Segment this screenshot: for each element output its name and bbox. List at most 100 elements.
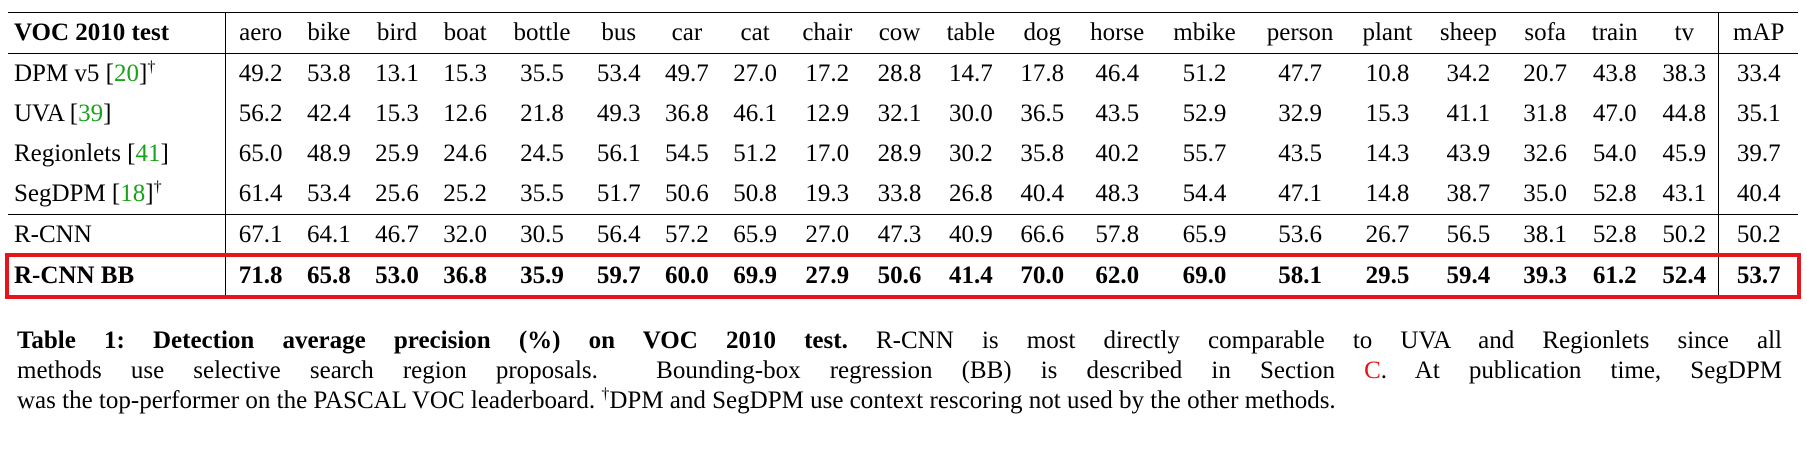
value-cell: 25.2 xyxy=(443,180,487,207)
value-cell: 61.2 xyxy=(1579,255,1651,296)
column-header: sofa xyxy=(1511,12,1580,54)
results-table: VOC 2010 test aero bike bird boat bottle bus ca… xyxy=(5,12,1801,299)
value-cell: 13.1 xyxy=(375,60,419,87)
value-cell: 19.3 xyxy=(805,180,850,207)
value-cell: 51.2 xyxy=(733,140,777,167)
value-cell: 33.4 xyxy=(1718,53,1798,94)
value-cell: 38.1 xyxy=(1511,214,1580,256)
text-run: SegDPM [ xyxy=(14,180,121,207)
superscript: † xyxy=(601,385,610,403)
value-cell: 25.9 xyxy=(375,140,419,167)
value-cell: 67.1 xyxy=(225,214,295,256)
value-cell: 47.0 xyxy=(1592,100,1637,127)
column-header: table xyxy=(933,12,1009,54)
text-run: was the top-performer on the PASCAL VOC … xyxy=(17,387,602,414)
column-header: bus xyxy=(584,12,653,54)
text-run: DPM and SegDPM use context rescoring not… xyxy=(609,387,1336,414)
value-cell: 26.7 xyxy=(1349,214,1426,256)
value-cell: 40.4 xyxy=(1718,174,1798,215)
value-cell: 40.9 xyxy=(933,214,1009,256)
value-cell: 65.8 xyxy=(294,255,363,296)
value-cell: 44.8 xyxy=(1662,100,1707,127)
value-cell: 65.0 xyxy=(238,140,283,167)
value-cell: 27.0 xyxy=(733,60,777,87)
value-cell: 43.1 xyxy=(1662,180,1707,207)
value-cell: 47.3 xyxy=(865,214,934,256)
text-run: ] xyxy=(160,140,169,167)
value-cell: 59.4 xyxy=(1425,255,1512,296)
value-cell: 32.0 xyxy=(431,214,500,256)
value-cell: 58.1 xyxy=(1250,255,1350,296)
value-cell: 40.2 xyxy=(1095,140,1140,167)
value-cell: 57.2 xyxy=(652,214,721,256)
value-cell: 32.1 xyxy=(877,100,922,127)
value-cell: 28.9 xyxy=(877,140,922,167)
value-cell: 43.5 xyxy=(1095,100,1140,127)
value-cell: 39.7 xyxy=(1718,134,1798,174)
value-cell: 46.4 xyxy=(1095,60,1140,87)
value-cell: 50.8 xyxy=(733,180,777,207)
value-cell: 20.7 xyxy=(1523,60,1568,87)
value-cell: 30.0 xyxy=(948,100,993,127)
value-cell: 57.8 xyxy=(1076,214,1159,256)
value-cell: 52.9 xyxy=(1182,100,1227,127)
value-cell: 30.5 xyxy=(499,214,585,256)
value-cell: 46.7 xyxy=(362,214,432,256)
value-cell: 53.7 xyxy=(1718,255,1798,296)
value-cell: 43.8 xyxy=(1592,60,1637,87)
value-cell: 17.2 xyxy=(805,60,850,87)
value-cell: 36.8 xyxy=(431,255,500,296)
row-label: SegDPM [18]† xyxy=(8,174,227,215)
caption-line: Table 1: Detection average precision (%)… xyxy=(17,326,1782,356)
value-cell: 65.9 xyxy=(1158,214,1251,256)
value-cell: 70.0 xyxy=(1008,255,1077,296)
value-cell: 12.6 xyxy=(443,100,487,127)
value-cell: 17.8 xyxy=(1020,60,1065,87)
text-run: ] xyxy=(139,60,148,87)
value-cell: 48.9 xyxy=(306,140,351,167)
value-cell: 15.3 xyxy=(375,100,419,127)
value-cell: 12.9 xyxy=(805,100,850,127)
value-cell: 64.1 xyxy=(294,214,363,256)
value-cell: 53.4 xyxy=(596,60,641,87)
column-header: sheep xyxy=(1425,12,1512,54)
table-row: DPM v5 [20]† 49.2 53.8 13.1 15.3 35.5 53.4 49.7… xyxy=(8,53,1798,94)
value-cell: 43.9 xyxy=(1446,140,1491,167)
value-cell: 42.4 xyxy=(306,100,351,127)
row-label: Regionlets [41] xyxy=(8,134,227,174)
value-cell: 26.8 xyxy=(948,180,993,207)
column-header: car xyxy=(652,12,721,54)
value-cell: 49.7 xyxy=(665,60,709,87)
value-cell: 35.0 xyxy=(1523,180,1568,207)
superscript: † xyxy=(153,178,162,196)
value-cell: 50.2 xyxy=(1718,214,1798,256)
column-header: bottle xyxy=(499,12,585,54)
row-label: UVA [39] xyxy=(8,94,227,134)
value-cell: 50.6 xyxy=(665,180,709,207)
value-cell: 14.3 xyxy=(1365,140,1410,167)
value-cell: 53.4 xyxy=(306,180,351,207)
value-cell: 27.9 xyxy=(789,255,866,296)
value-cell: 32.9 xyxy=(1278,100,1322,127)
value-cell: 30.2 xyxy=(948,140,993,167)
column-header: bike xyxy=(294,12,363,54)
value-cell: 51.7 xyxy=(596,180,641,207)
text-run: methods use selective search region prop… xyxy=(17,357,1365,384)
value-cell: 34.2 xyxy=(1446,60,1491,87)
value-cell: 49.3 xyxy=(596,100,641,127)
value-cell: 32.6 xyxy=(1523,140,1568,167)
text-run: 41 xyxy=(135,140,161,167)
value-cell: 36.8 xyxy=(665,100,709,127)
value-cell: 35.1 xyxy=(1718,94,1798,134)
column-header: train xyxy=(1579,12,1651,54)
column-header: horse xyxy=(1076,12,1159,54)
value-cell: 14.8 xyxy=(1365,180,1410,207)
value-cell: 15.3 xyxy=(443,60,487,87)
text-run: 20 xyxy=(114,60,140,87)
text-run: Table 1: Detection average precision (%)… xyxy=(17,327,848,354)
value-cell: 28.8 xyxy=(877,60,922,87)
table-row: SegDPM [18]† 61.4 53.4 25.6 25.2 35.5 51.7 50.6… xyxy=(8,174,1798,215)
row-label: R-CNN xyxy=(8,214,227,256)
header-row: VOC 2010 test aero bike bird boat bottle bus ca… xyxy=(8,12,1798,54)
value-cell: 40.4 xyxy=(1020,180,1065,207)
